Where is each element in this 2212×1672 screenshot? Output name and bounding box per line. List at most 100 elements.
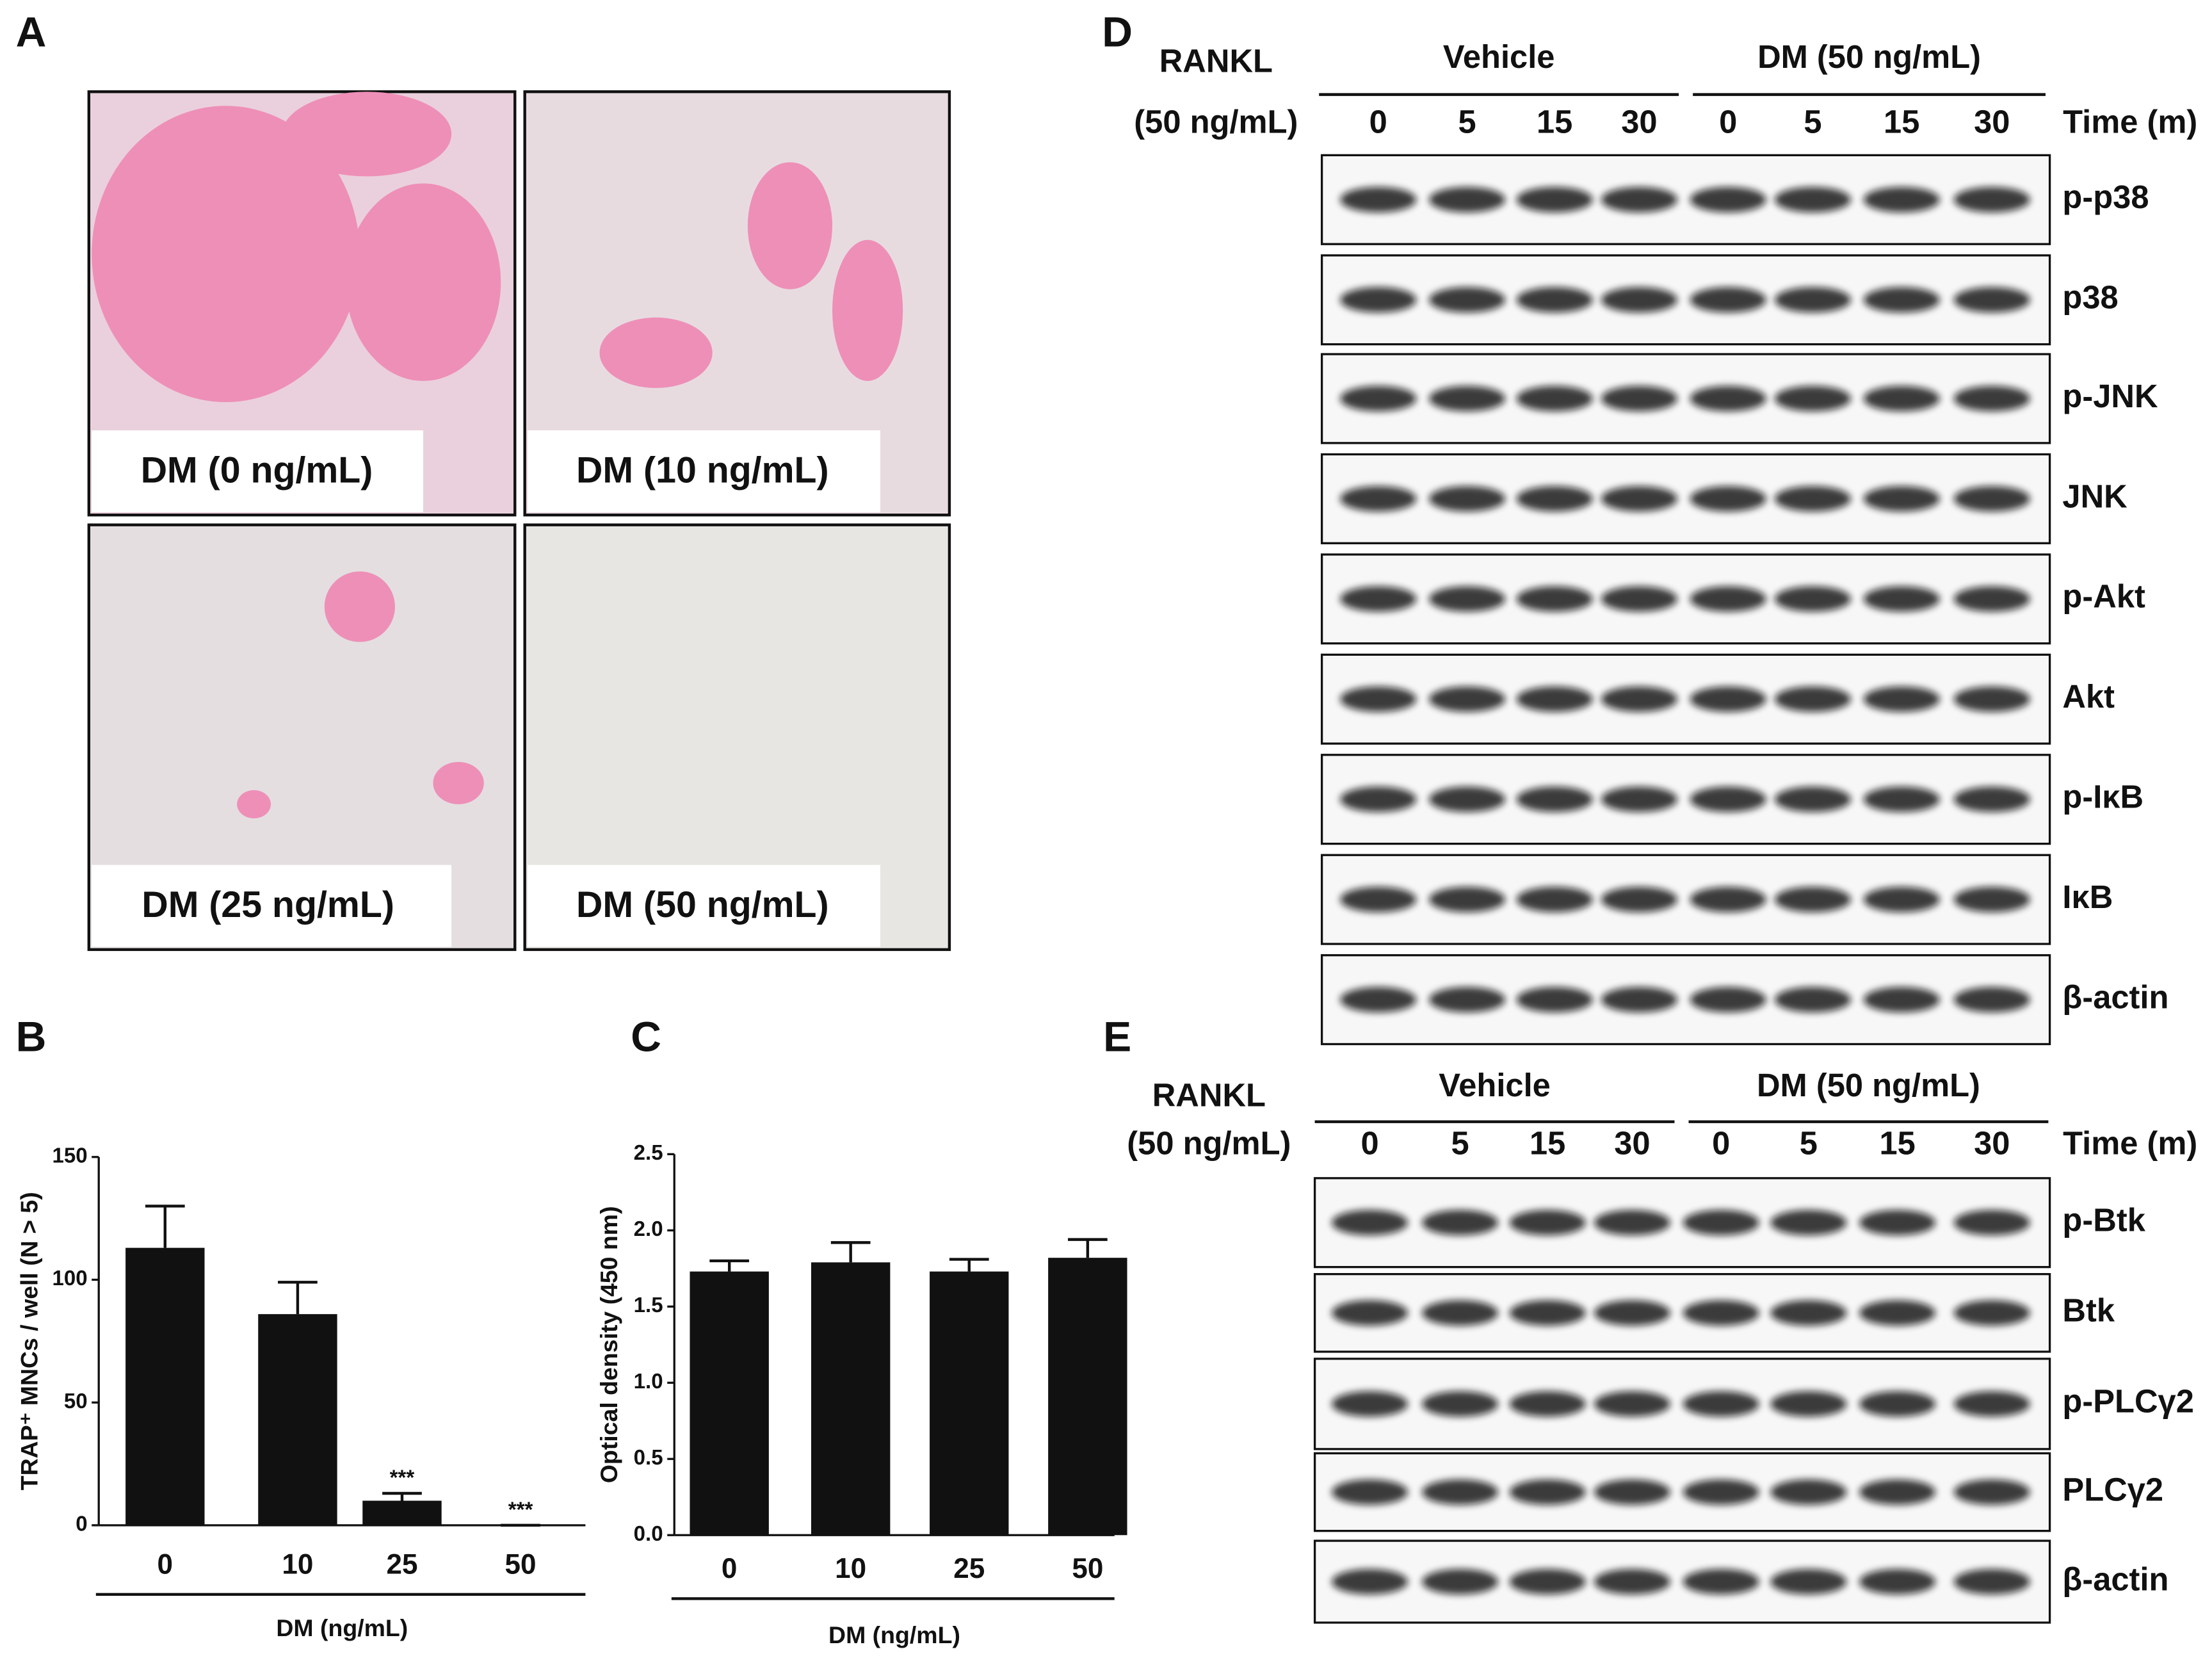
band [1690,287,1766,313]
cell [92,106,360,402]
image-label: DM (10 ng/mL) [576,450,828,491]
band [1690,886,1766,913]
x-tick-label: 25 [953,1553,985,1584]
band [1690,987,1766,1012]
group-label: DM (50 ng/mL) [1757,38,1981,75]
band [1863,486,1940,512]
band [1601,486,1677,512]
band [1953,586,2030,612]
band [1863,987,1940,1012]
panel-label: B [16,1013,47,1060]
band [1683,1391,1759,1417]
band [1863,287,1940,313]
band [1859,1210,1936,1236]
lane-label: 15 [1530,1125,1565,1162]
band [1770,1300,1847,1326]
cell [345,183,501,381]
row-label: p-IκB [2062,779,2143,815]
band [1422,1569,1499,1595]
row-label: p-Akt [2062,578,2145,615]
error-bar [709,1259,750,1272]
band [1332,1479,1409,1505]
band [1594,1569,1670,1595]
band [1774,786,1851,813]
band [1774,287,1851,313]
band [1340,386,1417,412]
row-label: p38 [2062,279,2118,316]
band [1859,1569,1936,1595]
band [1340,486,1417,512]
image-label: DM (25 ng/mL) [141,884,394,925]
error-bar [830,1241,871,1263]
band [1953,186,2030,213]
error-bar [145,1205,185,1248]
band [1429,586,1506,612]
band [1683,1210,1759,1236]
lane-label: 15 [1884,103,1919,140]
x-tick-label: 25 [386,1548,417,1580]
band [1683,1479,1759,1505]
time-label: Time (m) [2063,103,2197,140]
band [1683,1300,1759,1326]
bar [930,1271,1009,1536]
lane-label: 30 [1974,1125,2010,1162]
row-label: β-actin [2062,978,2168,1015]
lane-label: 5 [1804,103,1821,140]
band [1690,486,1766,512]
band [1859,1479,1936,1505]
band [1863,186,1940,213]
band [1953,287,2030,313]
band [1594,1391,1670,1417]
y-tick-label: 1.5 [634,1294,663,1317]
lane-label: 0 [1719,103,1737,140]
lane-label: 5 [1451,1125,1469,1162]
band [1429,786,1506,813]
band [1774,987,1851,1012]
cell [282,92,452,177]
band [1690,186,1766,213]
band [1953,686,2030,712]
band [1953,386,2030,412]
band [1601,686,1677,712]
band [1516,786,1593,813]
lane-label: 30 [1621,103,1657,140]
y-tick-label: 50 [64,1390,88,1413]
band [1690,386,1766,412]
y-tick-label: 0.5 [634,1446,663,1470]
row-label: Btk [2062,1292,2115,1329]
cell [832,239,903,381]
band [1774,886,1851,913]
band [1774,686,1851,712]
bar [258,1314,337,1525]
band [1429,186,1506,213]
treatment-label: RANKL [1152,1077,1266,1114]
band [1953,1569,2030,1595]
lane-label: 30 [1614,1125,1650,1162]
cell [324,571,395,642]
band [1594,1210,1670,1236]
band [1690,686,1766,712]
x-axis-label: DM (ng/mL) [276,1614,408,1641]
bar [362,1500,442,1525]
band [1770,1569,1847,1595]
band [1774,486,1851,512]
y-tick-label: 2.5 [634,1141,663,1165]
band [1863,586,1940,612]
lane-label: 15 [1537,103,1572,140]
y-tick-label: 0.0 [634,1522,663,1546]
cell [747,162,833,289]
cell [237,790,271,818]
band [1516,886,1593,913]
band [1509,1391,1586,1417]
row-label: Akt [2062,678,2115,715]
band [1340,987,1417,1012]
label-box [92,864,452,947]
band [1690,786,1766,813]
band [1509,1569,1586,1595]
x-tick-label: 10 [282,1548,313,1580]
x-axis-label: DM (ng/mL) [828,1621,960,1648]
band [1340,186,1417,213]
band [1770,1479,1847,1505]
x-tick-label: 10 [835,1553,866,1584]
band [1953,886,2030,913]
